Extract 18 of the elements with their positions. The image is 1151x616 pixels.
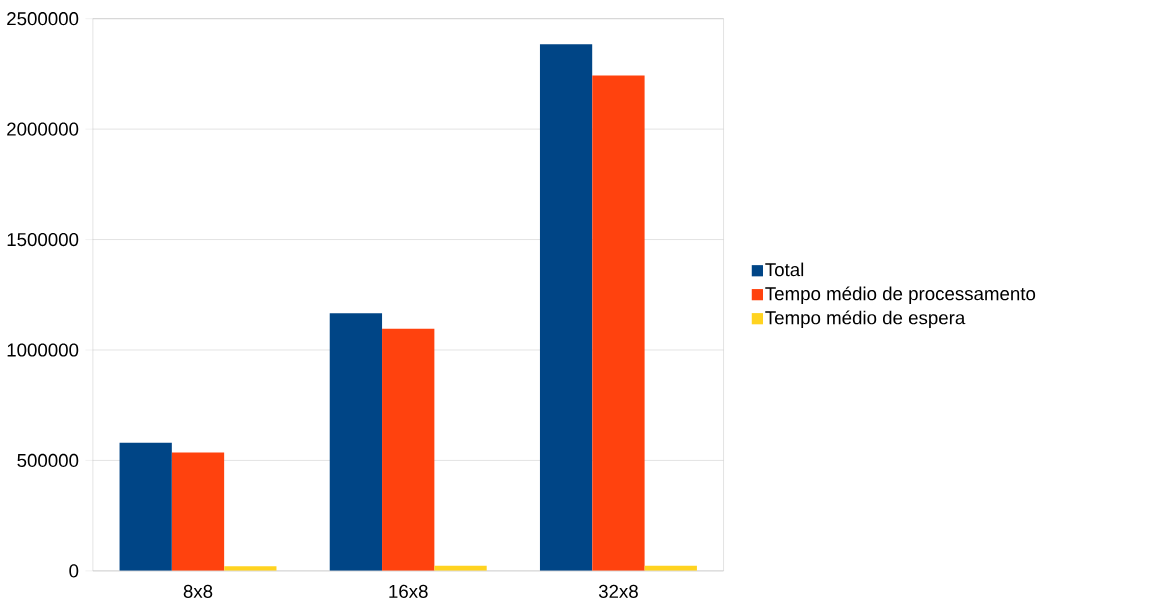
legend-label: Tempo médio de espera [765, 310, 966, 329]
y-tick-label: 2000000 [7, 122, 79, 136]
bar [171, 452, 225, 572]
x-tick-label: 32x8 [598, 584, 638, 599]
legend-label: Total [765, 262, 804, 277]
y-tick-label: 1000000 [7, 343, 79, 357]
x-tick-label: 8x8 [183, 584, 213, 599]
y-tick-label: 0 [69, 564, 79, 578]
x-tick-label: 16x8 [389, 584, 428, 599]
y-tick-label: 2500000 [7, 12, 79, 26]
y-tick-label: 1500000 [7, 233, 79, 247]
bar [329, 313, 383, 572]
bar [382, 328, 435, 572]
bar [539, 44, 593, 572]
bar [119, 442, 172, 572]
bar [592, 75, 645, 572]
legend-label: Tempo médio de processamento [765, 286, 1036, 305]
y-tick-label: 500000 [17, 453, 79, 468]
